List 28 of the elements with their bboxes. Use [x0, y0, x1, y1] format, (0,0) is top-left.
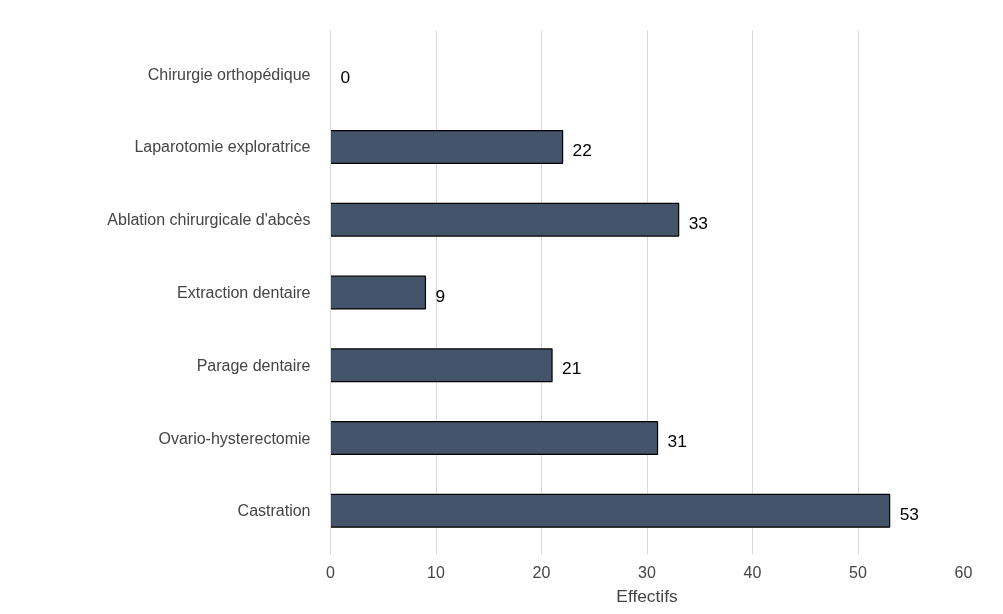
y-tick-label: Ovario-hysterectomie	[158, 429, 311, 447]
data-label: 22	[572, 139, 592, 160]
x-tick-label: 20	[532, 563, 551, 581]
x-axis-title: Effectifs	[616, 585, 678, 606]
bar	[330, 275, 427, 310]
y-tick-label: Parage dentaire	[196, 356, 311, 374]
y-tick-label: Castration	[237, 502, 311, 520]
x-tick-label: 0	[326, 563, 336, 581]
data-label: 33	[688, 212, 708, 233]
data-label: 9	[435, 285, 446, 306]
y-tick-label: Laparotomie exploratrice	[134, 138, 311, 156]
y-tick-label: Ablation chirurgicale d'abcès	[107, 211, 311, 229]
bar	[330, 348, 553, 383]
data-label: 31	[667, 431, 687, 452]
y-tick-label: Chirurgie orthopédique	[147, 65, 311, 83]
x-tick-label: 30	[638, 563, 656, 581]
bar	[330, 202, 680, 237]
y-tick-label: Extraction dentaire	[177, 284, 311, 301]
x-tick-label: 10	[427, 563, 445, 581]
data-label: 53	[899, 503, 919, 524]
data-label: 0	[340, 67, 351, 88]
x-tick-label: 60	[954, 563, 973, 581]
bar	[330, 493, 891, 528]
x-tick-label: 50	[849, 563, 867, 581]
data-label: 21	[562, 358, 582, 379]
bar	[330, 421, 659, 456]
bar	[330, 129, 564, 164]
x-tick-label: 40	[743, 563, 762, 581]
